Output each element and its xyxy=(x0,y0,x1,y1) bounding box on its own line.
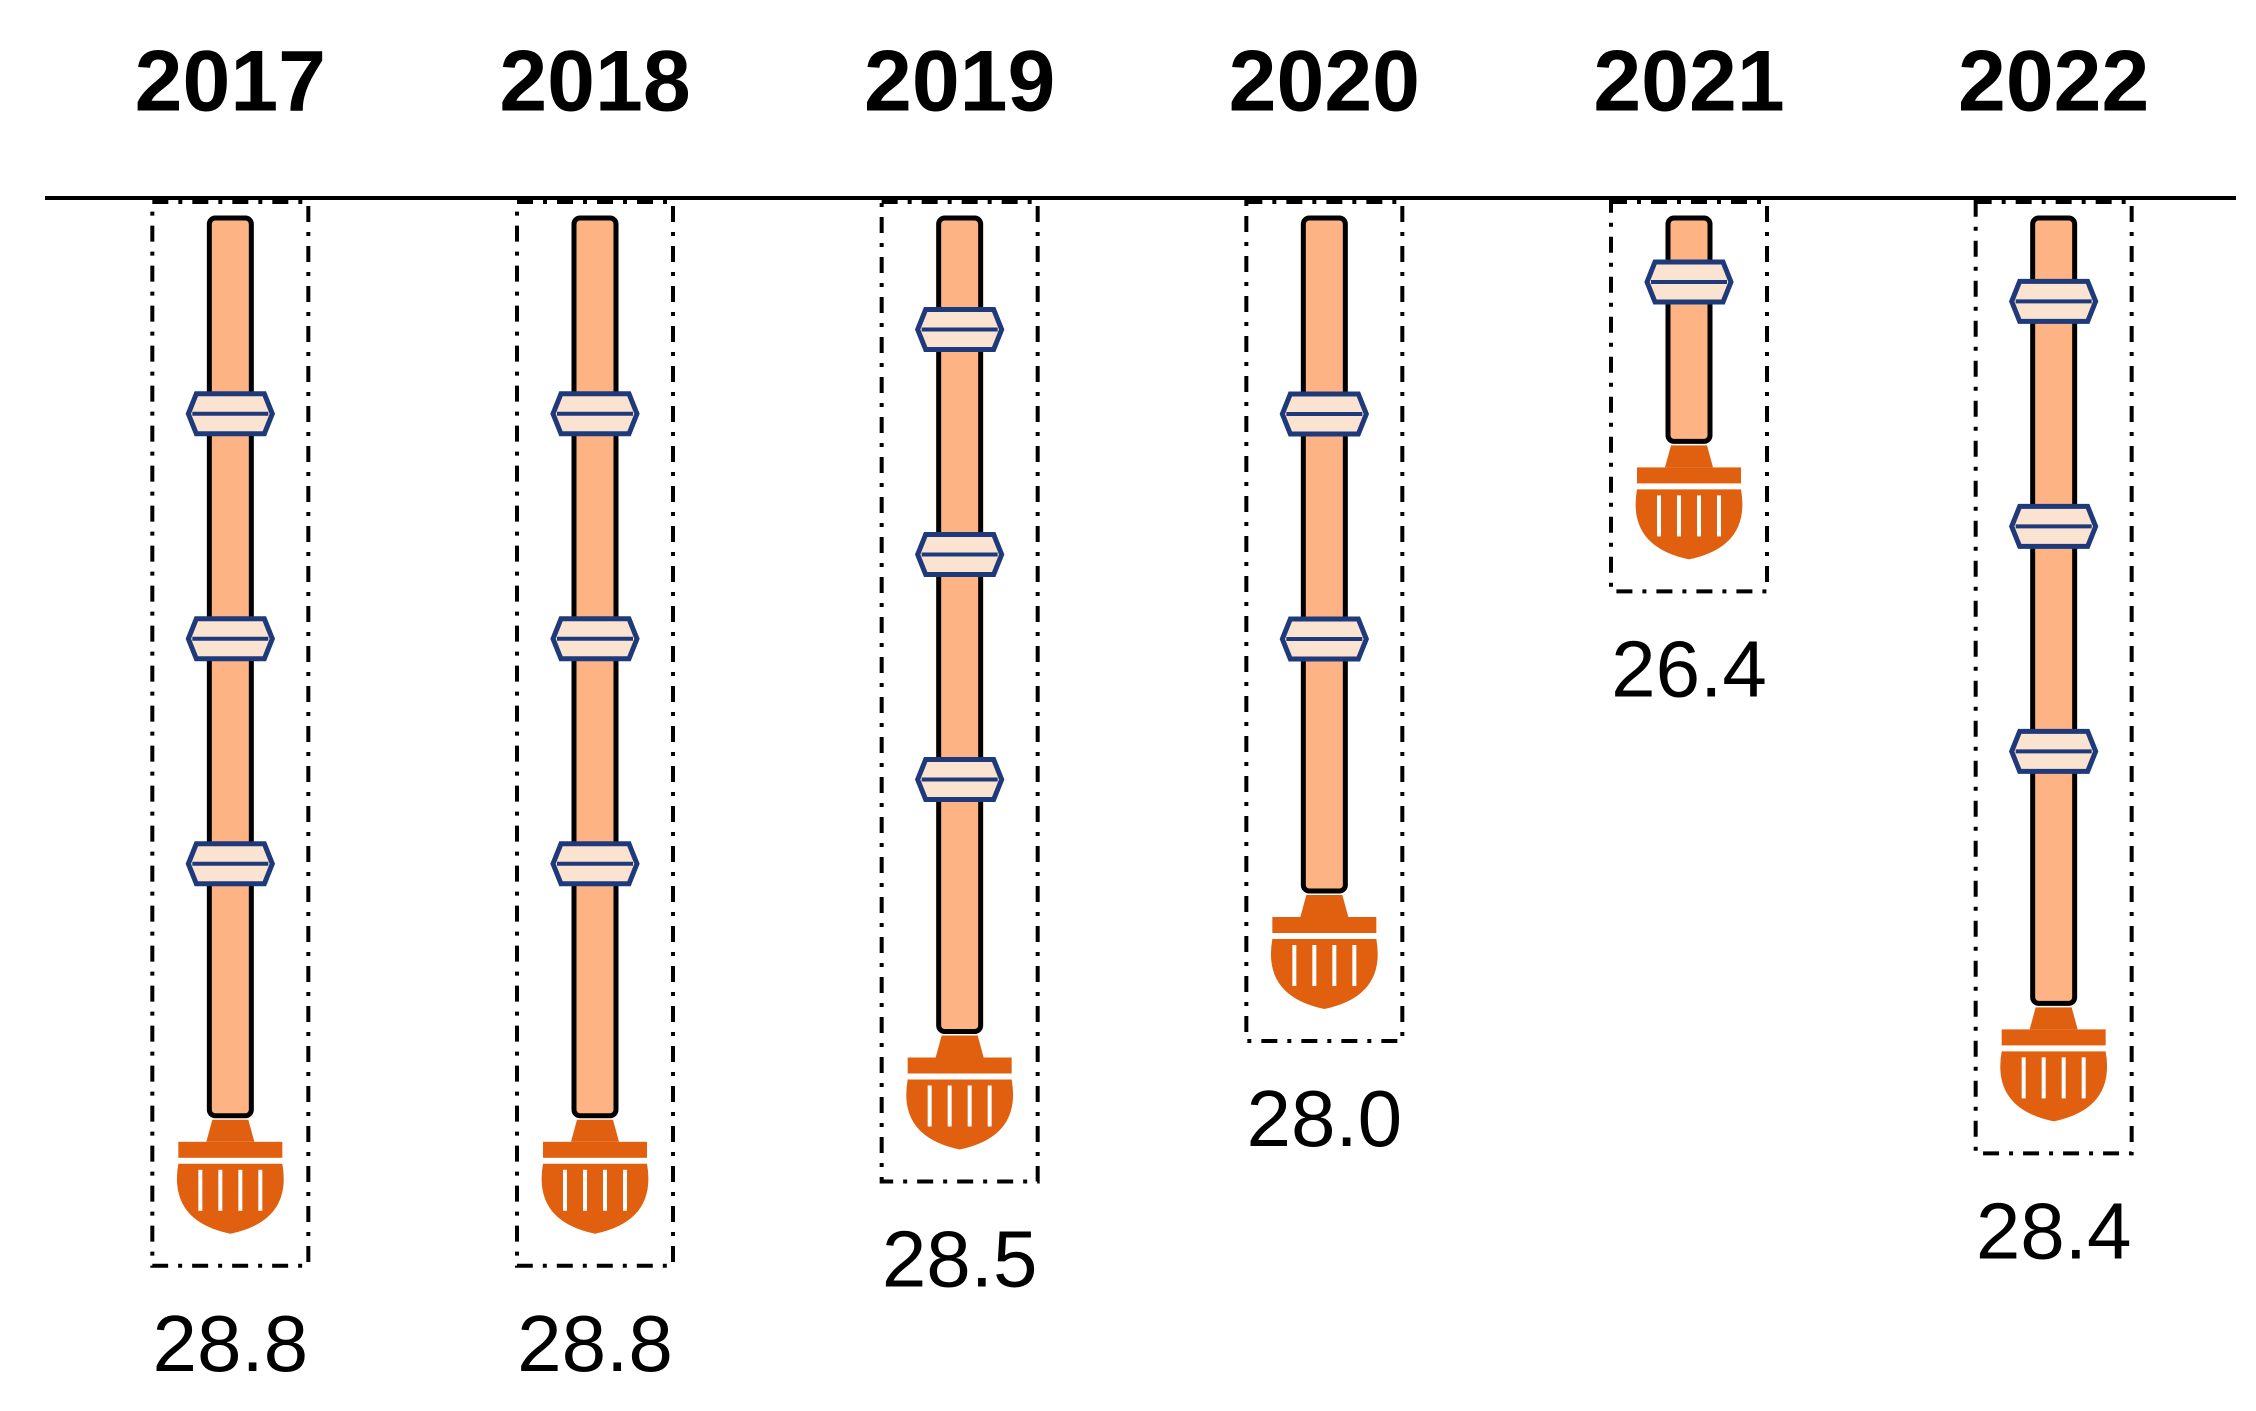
value-label: 28.4 xyxy=(1976,1187,2132,1276)
bit-head xyxy=(906,1079,1014,1150)
value-label: 28.8 xyxy=(517,1299,673,1388)
bit-head xyxy=(2000,1051,2108,1122)
drill-rod xyxy=(2030,215,2078,1006)
bar xyxy=(1244,200,1405,1043)
bit-head xyxy=(1635,489,1743,560)
x-tick-label: 2017 xyxy=(135,34,326,130)
bit-shank xyxy=(1272,917,1377,933)
bit-neck xyxy=(935,1035,984,1058)
x-tick-label: 2020 xyxy=(1229,34,1420,130)
drill-string xyxy=(541,215,649,1234)
bit-shank xyxy=(1637,467,1741,484)
value-label: 28.8 xyxy=(152,1299,308,1388)
x-tick-label: 2022 xyxy=(1958,34,2149,130)
drill-rod xyxy=(936,215,984,1034)
bit-shank xyxy=(543,1141,647,1158)
x-tick-label: 2019 xyxy=(864,34,1055,130)
drill-rod xyxy=(1300,215,1348,894)
drill-rod xyxy=(206,215,254,1119)
bit-neck xyxy=(1665,445,1713,468)
drill-string xyxy=(1270,215,1378,1009)
value-label: 28.0 xyxy=(1246,1074,1402,1163)
drill-string xyxy=(176,215,284,1234)
bit-neck xyxy=(2029,1007,2078,1030)
bit-head xyxy=(541,1163,649,1234)
bit-neck xyxy=(206,1119,255,1142)
bit-shank xyxy=(178,1141,283,1158)
value-label: 26.4 xyxy=(1611,625,1767,714)
drill-string xyxy=(1635,215,1743,560)
drill-rod xyxy=(571,215,619,1119)
bar xyxy=(879,200,1040,1184)
x-tick-label: 2021 xyxy=(1593,34,1784,130)
drill-rod xyxy=(1665,215,1713,444)
bit-neck xyxy=(1300,895,1349,917)
bar xyxy=(150,200,311,1268)
bar xyxy=(515,200,675,1268)
bit-neck xyxy=(571,1119,619,1142)
drill-string xyxy=(2000,215,2108,1122)
drill-string xyxy=(906,215,1014,1150)
bit-shank xyxy=(2001,1029,2106,1046)
bit-shank xyxy=(907,1057,1012,1074)
bit-head xyxy=(1270,939,1378,1009)
bit-head xyxy=(176,1163,284,1234)
x-tick-label: 2018 xyxy=(499,34,690,130)
value-label: 28.5 xyxy=(882,1215,1038,1304)
